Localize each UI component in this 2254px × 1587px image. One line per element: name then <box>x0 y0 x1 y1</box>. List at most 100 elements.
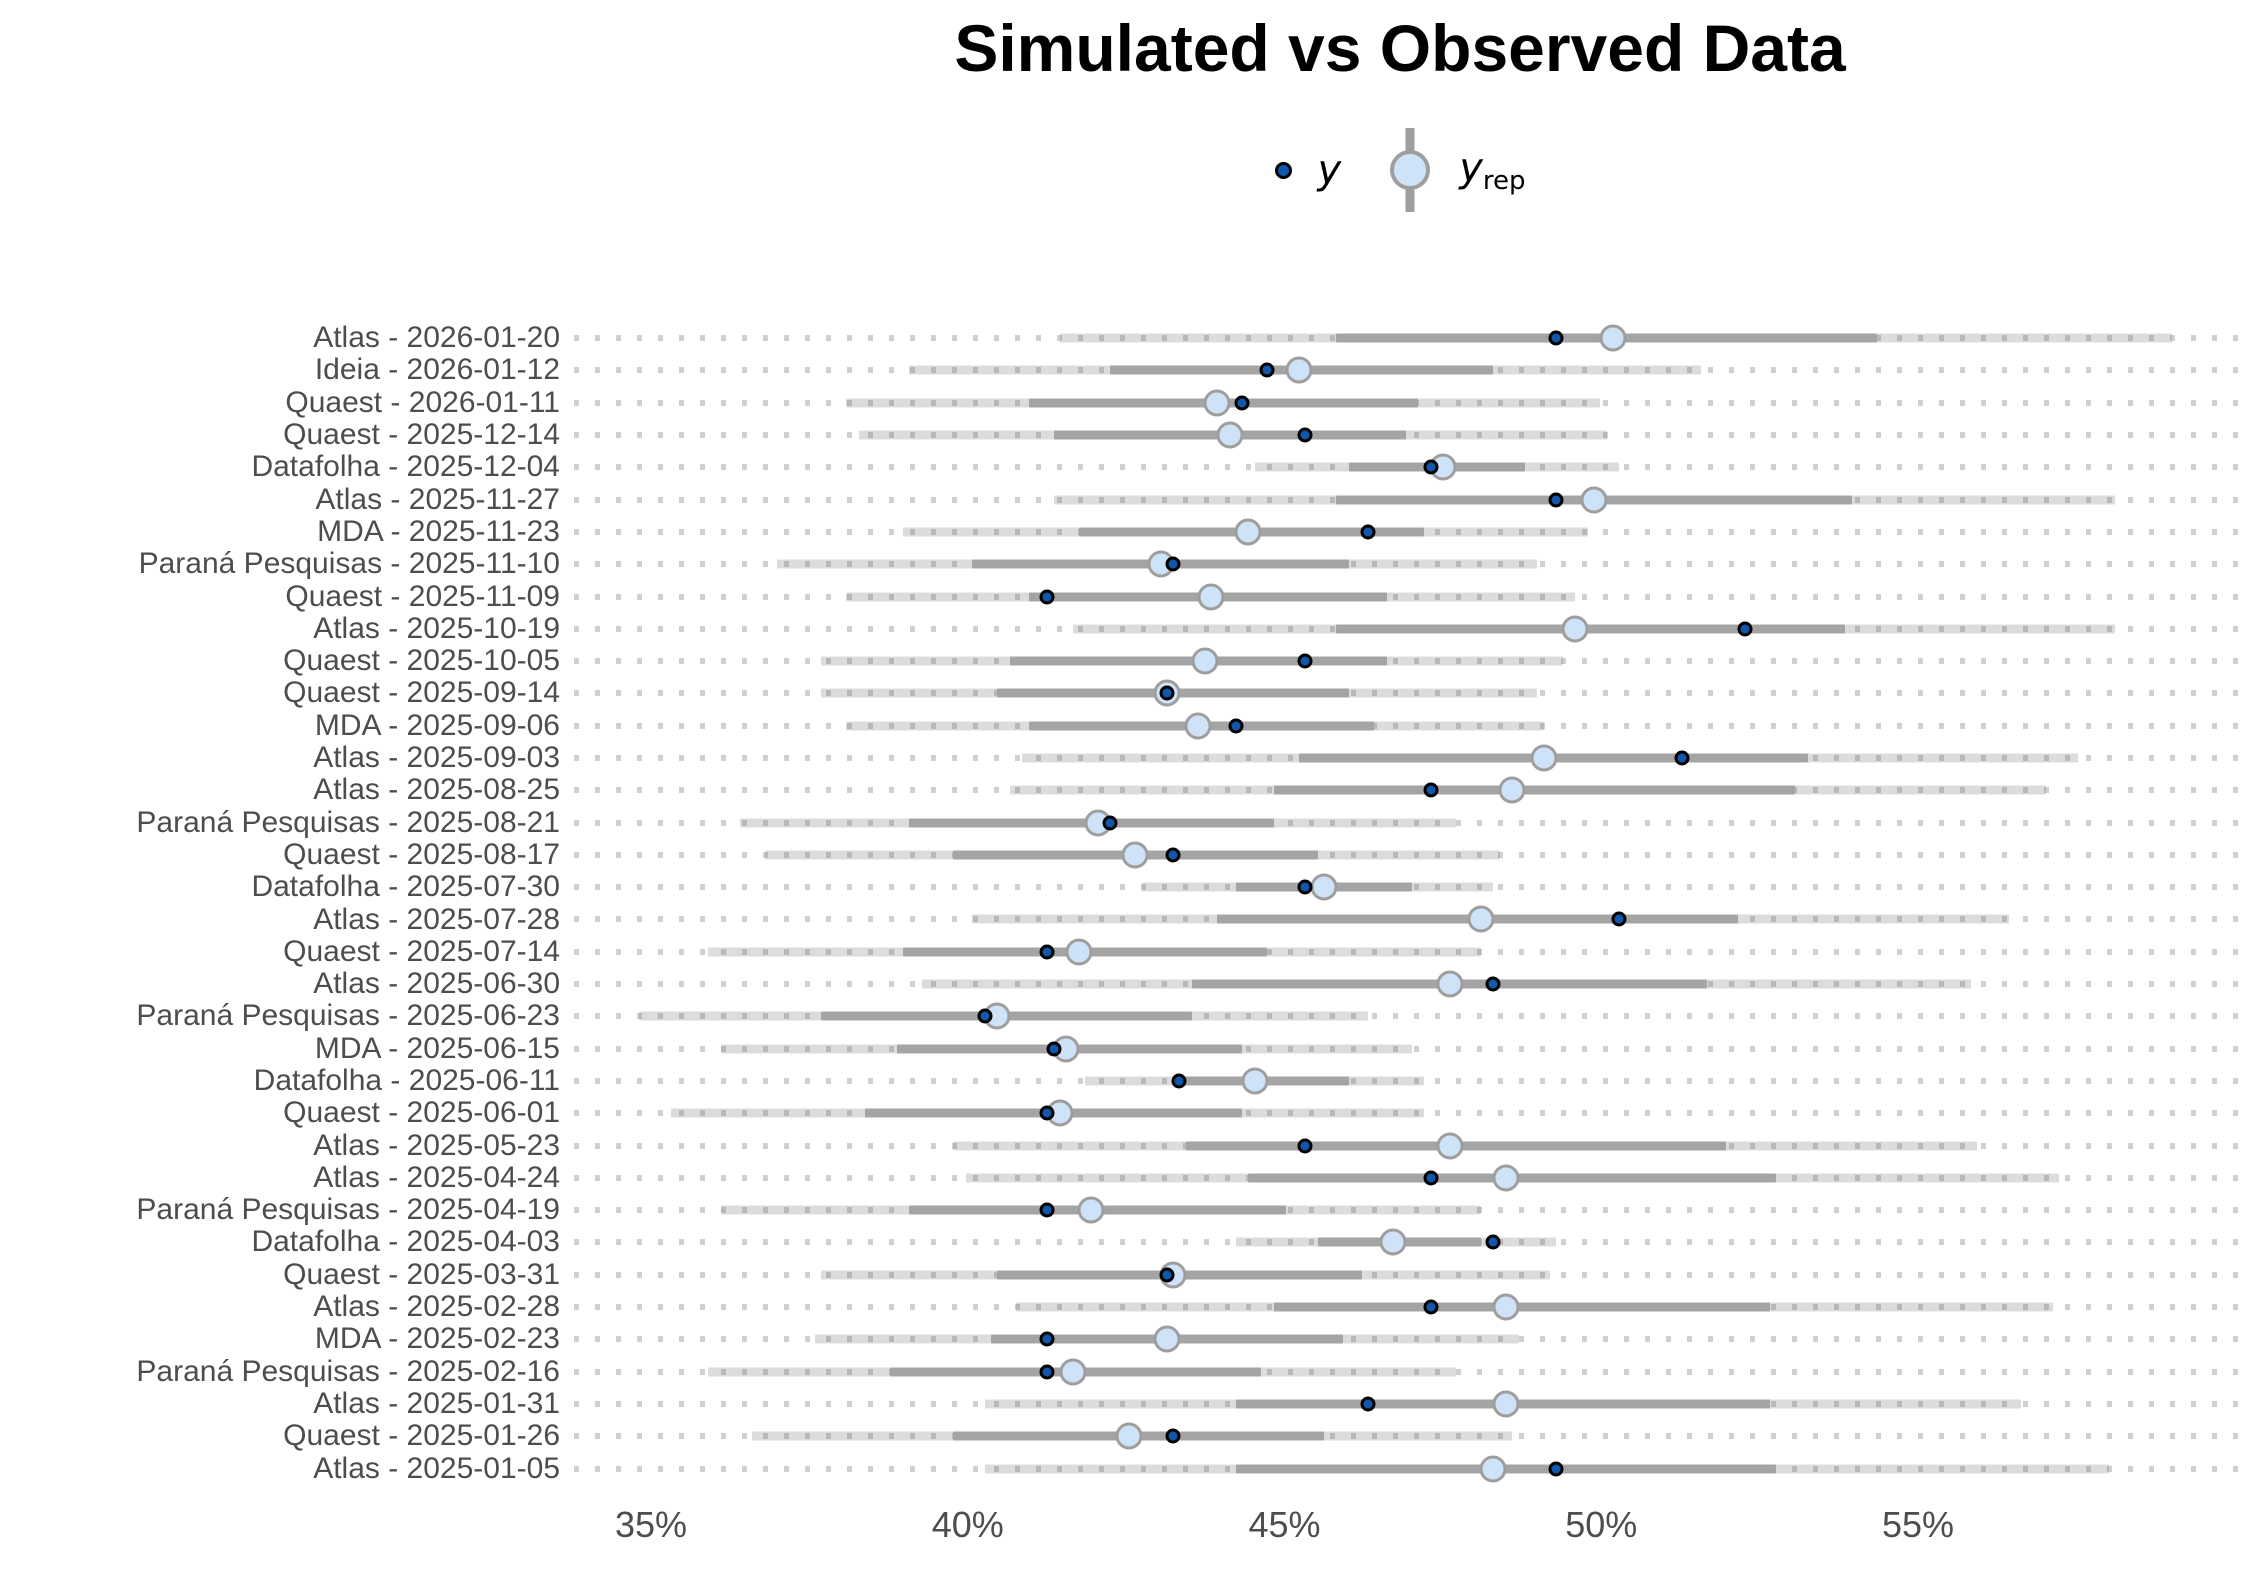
row-label: Quaest - 2025-09-14 <box>283 676 560 710</box>
row-plot-area <box>574 322 2240 354</box>
yrep-point <box>1530 744 1558 772</box>
y-point <box>1039 1105 1055 1121</box>
yrep-point <box>1191 647 1218 675</box>
row-plot-area <box>574 1420 2240 1452</box>
yrep-point <box>1115 1422 1143 1450</box>
row-label: Paraná Pesquisas - 2025-02-16 <box>136 1354 560 1388</box>
table-row: Quaest - 2025-10-05 <box>14 644 2240 677</box>
row-label: Atlas - 2026-01-20 <box>313 321 560 355</box>
row-plot-area <box>574 677 2240 709</box>
y-point <box>1297 653 1313 669</box>
yrep-point <box>1153 1325 1181 1353</box>
row-label: Datafolha - 2025-06-11 <box>253 1063 560 1097</box>
table-row: Atlas - 2025-02-28 <box>14 1290 2240 1324</box>
y-point <box>1046 1041 1062 1057</box>
chart-rows: Atlas - 2026-01-20 Ideia - 2026-01-12 Quae… <box>14 321 2240 1485</box>
table-row: Ideia - 2026-01-12 <box>14 353 2240 386</box>
row-plot-area <box>574 613 2240 645</box>
y-point <box>1297 879 1313 895</box>
y-point <box>1039 1364 1055 1380</box>
row-plot-area <box>574 645 2240 677</box>
row-plot-area <box>574 1162 2240 1194</box>
y-point <box>1165 556 1181 572</box>
y-point <box>1423 459 1439 475</box>
table-row: Atlas - 2025-04-24 <box>14 1160 2240 1194</box>
dotted-gridline <box>574 1045 2240 1052</box>
y-point <box>1674 750 1690 766</box>
y-point <box>1259 362 1275 378</box>
row-label: Datafolha - 2025-04-03 <box>251 1225 560 1259</box>
row-plot-area <box>574 548 2240 580</box>
legend-item-yrep: yrep <box>1387 128 1525 212</box>
row-plot-area <box>574 1194 2240 1226</box>
yrep-point-icon <box>1387 128 1433 212</box>
yrep-point <box>1184 712 1212 740</box>
table-row: Atlas - 2025-08-25 <box>14 773 2240 806</box>
row-label: Datafolha - 2025-12-04 <box>251 450 560 484</box>
yrep-point <box>1467 905 1495 933</box>
row-label: MDA - 2025-02-23 <box>314 1322 560 1356</box>
row-label: Paraná Pesquisas - 2025-04-19 <box>136 1193 560 1227</box>
y-point <box>1548 1461 1564 1477</box>
row-plot-area <box>574 1065 2240 1097</box>
row-plot-area <box>574 516 2240 548</box>
table-row: Quaest - 2025-09-14 <box>14 676 2240 710</box>
table-row: MDA - 2025-11-23 <box>14 514 2240 548</box>
legend-label-y: y <box>1317 147 1342 193</box>
yrep-point <box>1241 1067 1269 1095</box>
yrep-point <box>1216 421 1244 449</box>
table-row: Paraná Pesquisas - 2025-02-16 <box>14 1354 2240 1388</box>
y-point <box>1737 621 1753 637</box>
row-plot-area <box>574 451 2240 483</box>
y-point <box>1297 427 1313 443</box>
row-plot-area <box>574 1388 2240 1420</box>
x-axis: 35% 40% 45% 50% 55% <box>560 1496 2240 1556</box>
legend-label-yrep: yrep <box>1459 144 1526 196</box>
y-point <box>1171 1073 1187 1089</box>
row-plot-area <box>574 839 2240 871</box>
table-row: Quaest - 2026-01-11 <box>14 386 2240 419</box>
row-label: Paraná Pesquisas - 2025-11-10 <box>138 547 560 581</box>
table-row: Datafolha - 2025-04-03 <box>14 1225 2240 1259</box>
row-label: MDA - 2025-11-23 <box>317 514 560 548</box>
row-label: Quaest - 2025-03-31 <box>283 1257 560 1291</box>
y-point <box>1039 1202 1055 1218</box>
table-row: Quaest - 2025-01-26 <box>14 1419 2240 1452</box>
row-plot-area <box>574 936 2240 968</box>
y-point <box>1360 1396 1376 1412</box>
row-label: Atlas - 2025-01-31 <box>313 1386 560 1420</box>
inner-interval <box>1273 1302 1770 1312</box>
y-point <box>1234 395 1250 411</box>
inner-interval <box>1273 785 1796 795</box>
table-row: Paraná Pesquisas - 2025-06-23 <box>14 999 2240 1032</box>
row-plot-area <box>574 354 2240 386</box>
yrep-point <box>1561 615 1589 643</box>
dotted-gridline <box>574 948 2240 955</box>
row-label: Quaest - 2025-07-14 <box>283 934 560 968</box>
chart-title: Simulated vs Observed Data <box>954 11 1846 85</box>
y-point <box>977 1008 993 1024</box>
row-plot-area <box>574 580 2240 612</box>
y-point <box>1423 1299 1439 1315</box>
yrep-point <box>1436 970 1464 998</box>
table-row: MDA - 2025-02-23 <box>14 1322 2240 1356</box>
row-label: Atlas - 2025-02-28 <box>313 1290 560 1324</box>
row-plot-area <box>574 483 2240 515</box>
row-plot-area <box>574 903 2240 935</box>
table-row: Quaest - 2025-08-17 <box>14 838 2240 871</box>
dotted-gridline <box>574 1433 2240 1440</box>
y-point <box>1297 1138 1313 1154</box>
row-label: Atlas - 2025-10-19 <box>313 611 560 645</box>
table-row: MDA - 2025-09-06 <box>14 709 2240 742</box>
y-point <box>1039 1331 1055 1347</box>
dotted-gridline <box>574 851 2240 858</box>
row-plot-area <box>574 774 2240 806</box>
row-plot-area <box>574 1226 2240 1258</box>
row-label: Atlas - 2025-06-30 <box>313 967 560 1001</box>
row-label: Atlas - 2025-04-24 <box>313 1160 560 1194</box>
yrep-point <box>1580 486 1608 514</box>
y-point <box>1228 718 1244 734</box>
row-plot-area <box>574 1323 2240 1355</box>
row-plot-area <box>574 742 2240 774</box>
row-plot-area <box>574 1452 2240 1484</box>
